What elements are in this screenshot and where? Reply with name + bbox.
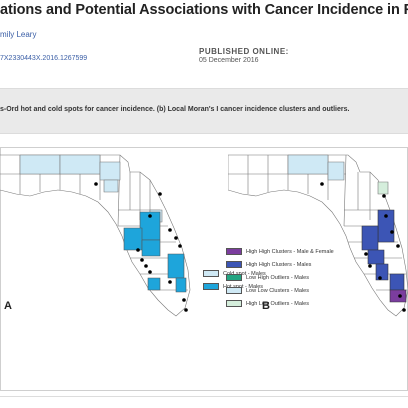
site-dot	[140, 258, 144, 262]
hot-spot-region	[141, 239, 161, 257]
legend-swatch-low-high	[226, 274, 242, 281]
figure-caption-bar	[0, 88, 408, 134]
site-dot	[390, 230, 394, 234]
panel-a-label: A	[4, 300, 12, 312]
high-high-cluster-region	[361, 225, 379, 251]
high-high-cluster-region	[389, 273, 405, 291]
site-dot	[396, 244, 400, 248]
published-online-label: PUBLISHED ONLINE:	[199, 47, 289, 56]
legend-swatch-high-high-males	[226, 261, 242, 268]
low-low-cluster-region	[287, 154, 329, 175]
legend-label-low-low: Low Low Clusters - Males	[246, 288, 309, 294]
site-dot	[178, 244, 182, 248]
article-title: ations and Potential Associations with C…	[0, 2, 408, 18]
site-dot	[398, 294, 402, 298]
site-dot	[378, 276, 382, 280]
legend-swatch-hot-spot	[203, 283, 219, 290]
legend-swatch-high-high-mf	[226, 248, 242, 255]
legend-label-cold-spot: Cold spot - Males	[223, 271, 266, 277]
site-dot	[368, 264, 372, 268]
divider	[0, 396, 408, 397]
legend-swatch-low-low	[226, 287, 242, 294]
legend-label-high-high-males: High High Clusters - Males	[246, 262, 312, 268]
cold-spot-region	[59, 154, 101, 175]
site-dot	[184, 308, 188, 312]
site-dot	[168, 228, 172, 232]
legend-label-low-high: Low High Outliers - Males	[246, 275, 309, 281]
legend-label-hot-spot: Hot spot - Males	[223, 284, 264, 290]
florida-map-a	[0, 154, 191, 317]
site-dot	[94, 182, 98, 186]
high-high-cluster-region	[367, 249, 385, 265]
author-link[interactable]: mily Leary	[0, 30, 37, 39]
site-dot	[168, 280, 172, 284]
site-dot	[158, 192, 162, 196]
site-dot	[174, 236, 178, 240]
high-high-cluster-region	[375, 263, 389, 281]
site-dot	[364, 252, 368, 256]
cold-spot-region	[103, 179, 119, 193]
hot-spot-region	[175, 277, 187, 293]
hot-spot-region	[147, 277, 161, 291]
hot-spot-region	[167, 253, 185, 279]
site-dot	[136, 248, 140, 252]
hot-spot-region	[123, 227, 143, 251]
cold-spot-region	[99, 161, 121, 181]
legend-swatch-high-low	[226, 300, 242, 307]
high-high-mf-cluster-region	[389, 289, 407, 303]
panel-b-label: B	[262, 300, 270, 312]
site-dot	[182, 298, 186, 302]
site-dot	[402, 308, 406, 312]
high-low-outlier-region	[377, 181, 389, 195]
florida-map-b	[228, 154, 408, 317]
site-dot	[320, 182, 324, 186]
cold-spot-region	[19, 154, 61, 175]
low-low-cluster-region	[327, 161, 345, 181]
figure-caption: s-Ord hot and cold spots for cancer inci…	[0, 106, 350, 113]
legend-label-high-low: High Low Outliers - Males	[246, 301, 309, 307]
site-dot	[148, 214, 152, 218]
site-dot	[382, 194, 386, 198]
legend-label-high-high-mf: High High Clusters - Male & Female	[246, 249, 334, 255]
doi-link[interactable]: 7X2330443X.2016.1267599	[0, 55, 88, 62]
legend-swatch-cold-spot	[203, 270, 219, 277]
published-date: 05 December 2016	[199, 57, 259, 64]
site-dot	[148, 270, 152, 274]
florida-outline-a	[0, 154, 191, 317]
site-dot	[144, 264, 148, 268]
site-dot	[384, 214, 388, 218]
